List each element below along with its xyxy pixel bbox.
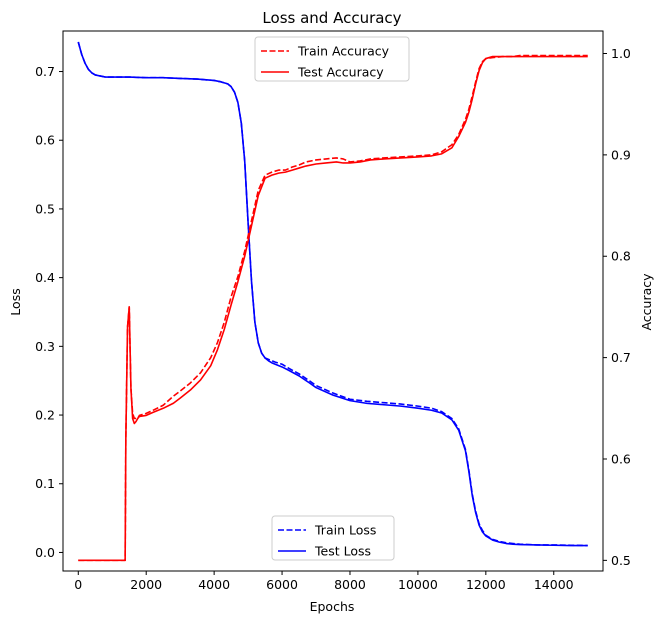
y-right-tick-label: 0.5 [611, 553, 631, 568]
plot-frame [62, 30, 604, 572]
legend-layer: Train Accuracy Test Accuracy Train Loss Tes… [254, 36, 410, 561]
x-tick-label: 8000 [334, 577, 366, 592]
y-left-tick-label: 0.3 [35, 339, 55, 354]
loss-legend: Train Loss Test Loss [271, 515, 395, 561]
x-tick-label: 6000 [266, 577, 298, 592]
y-left-tick-label: 0.2 [35, 408, 55, 423]
accuracy-legend: Train Accuracy Test Accuracy [254, 36, 410, 82]
accuracy-legend-box [254, 36, 410, 82]
y-right-tick-label: 0.8 [611, 249, 631, 264]
y-left-tick-label: 0.5 [35, 201, 55, 216]
y-left-tick-label: 0.1 [35, 476, 55, 491]
x-tick-label: 12000 [466, 577, 506, 592]
y-right-tick-label: 0.6 [611, 451, 631, 466]
chart-title: Loss and Accuracy [262, 9, 401, 27]
y-axis-right-label: Accuracy [639, 273, 654, 331]
x-tick-label: 0 [74, 577, 82, 592]
y-right-tick-label: 0.7 [611, 350, 631, 365]
x-tick-label: 10000 [398, 577, 438, 592]
y-axis-left-label: Loss [8, 288, 23, 315]
series-line-test-loss [77, 41, 588, 547]
y-left-tick-label: 0.7 [35, 64, 55, 79]
series-layer [77, 41, 588, 562]
series-line-test-accuracy [78, 55, 588, 562]
x-axis-label: Epochs [310, 599, 355, 614]
y-right-tick-label: 0.9 [611, 147, 631, 162]
ticks-layer: 0 2000 4000 6000 8000 10000 12000 14000 0.0 0.1 0.… [35, 46, 631, 592]
y-left-tick-label: 0.0 [35, 545, 55, 560]
x-tick-label: 14000 [534, 577, 574, 592]
loss-legend-box [271, 515, 395, 561]
legend-label: Test Loss [314, 544, 371, 559]
legend-label: Test Accuracy [297, 65, 384, 80]
y-left-tick-label: 0.4 [35, 270, 55, 285]
x-tick-label: 4000 [198, 577, 230, 592]
y-left-tick-label: 0.6 [35, 133, 55, 148]
legend-label: Train Loss [314, 523, 376, 538]
y-right-tick-label: 1.0 [611, 46, 631, 61]
series-line-train-accuracy [78, 54, 588, 562]
legend-label: Train Accuracy [297, 44, 390, 59]
x-tick-label: 2000 [130, 577, 162, 592]
